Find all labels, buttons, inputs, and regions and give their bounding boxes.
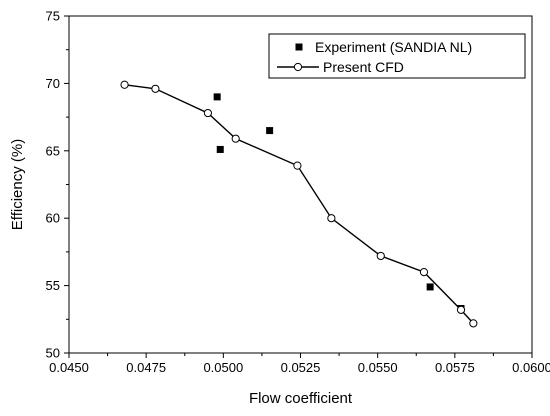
legend: Experiment (SANDIA NL) Present CFD [268, 33, 526, 79]
series-line [124, 84, 474, 324]
y-tick-label: 75 [46, 9, 60, 24]
cfd-point [151, 84, 160, 93]
y-tick-label: 55 [46, 278, 60, 293]
y-tick-label: 50 [46, 346, 60, 361]
experiment-point [426, 283, 434, 291]
x-tick-label: 0.0575 [435, 360, 475, 375]
y-tick-label: 70 [46, 76, 60, 91]
tick-labels: 0.0450 0.0475 0.0500 0.0525 0.0550 0.0575 0.06… [46, 9, 550, 376]
legend-marker-experiment [295, 43, 303, 51]
cfd-point [456, 305, 466, 314]
legend-square-marker [295, 43, 303, 51]
x-tick-label: 0.0450 [49, 360, 89, 375]
experiment-point [266, 127, 274, 135]
x-tick-label: 0.0475 [126, 360, 166, 375]
y-axis-title: Efficiency (%) [9, 139, 26, 230]
cfd-point [419, 268, 429, 277]
series-1 [120, 80, 478, 328]
cfd-point [120, 80, 129, 89]
cfd-point [293, 161, 302, 170]
cfd-point [469, 319, 478, 328]
cfd-point [327, 214, 336, 223]
x-tick-label: 0.0600 [512, 360, 550, 375]
y-tick-label: 60 [46, 211, 60, 226]
legend-box [268, 33, 526, 79]
experiment-point [216, 145, 224, 153]
x-axis-title: Flow coefficient [249, 390, 353, 407]
series-0 [213, 93, 465, 313]
x-tick-label: 0.0500 [203, 360, 243, 375]
x-tick-label: 0.0525 [281, 360, 321, 375]
legend-label-present-cfd: Present CFD [323, 59, 404, 75]
y-tick-label: 65 [46, 143, 60, 158]
cfd-point [376, 251, 385, 261]
cfd-point [231, 134, 240, 143]
cfd-point [203, 108, 212, 118]
x-tick-label: 0.0550 [358, 360, 398, 375]
series-layer [120, 80, 478, 328]
axis-ticks [64, 15, 533, 358]
experiment-point [213, 93, 221, 101]
legend-marker-present-cfd [277, 62, 319, 72]
legend-circle-marker [293, 62, 303, 72]
legend-label-experiment: Experiment (SANDIA NL) [315, 39, 472, 55]
